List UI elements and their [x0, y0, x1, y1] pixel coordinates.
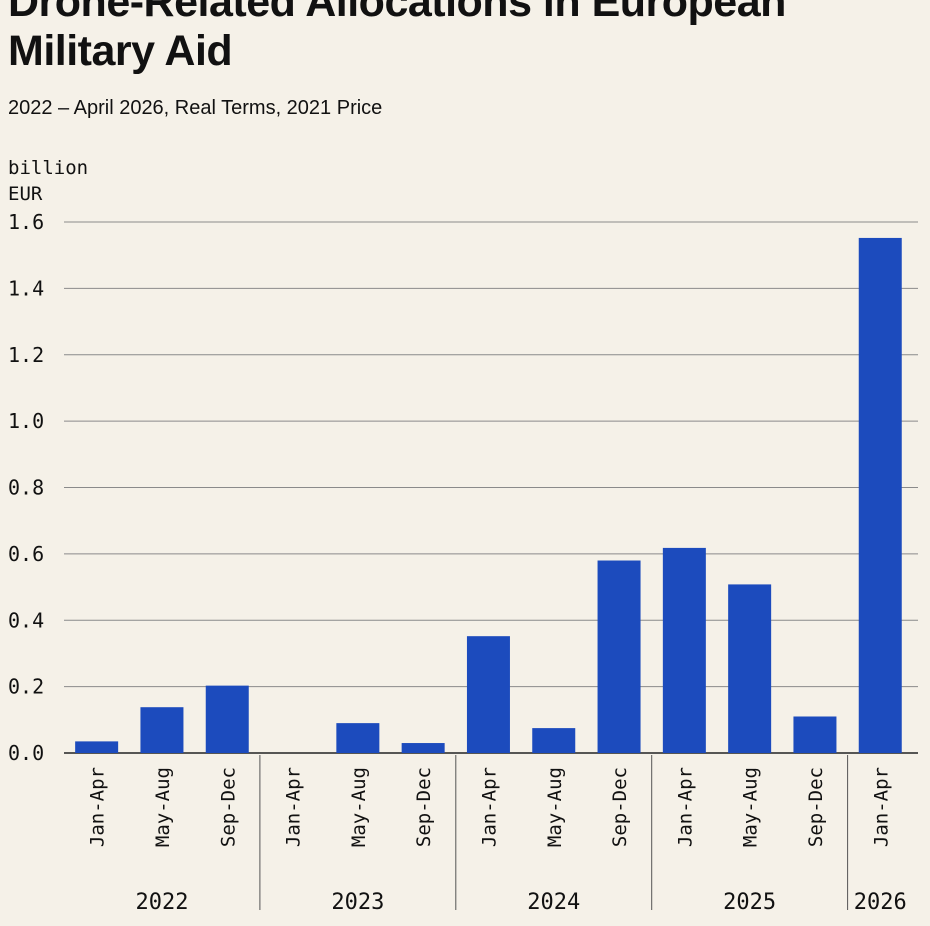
x-axis-ticks: Jan-Apr May-Aug Sep-Dec Jan-Apr May-Aug Sep-D… [87, 767, 893, 847]
bars [75, 237, 902, 753]
bar-2022-sep-dec [205, 685, 249, 753]
x-tick-label: May-Aug [544, 767, 566, 847]
y-axis-title-line: billion [8, 157, 88, 179]
bar-2023-sep-dec [401, 743, 445, 753]
x-tick-label: Sep-Dec [217, 767, 239, 847]
chart-title: Drone-Related Allocations in European Mi… [8, 0, 786, 76]
bar-2025-may-aug [728, 584, 772, 753]
y-tick-label: 0.4 [8, 608, 44, 632]
x-tick-label: May-Aug [740, 767, 762, 847]
chart-subtitle: 2022 – April 2026, Real Terms, 2021 Pric… [8, 97, 383, 119]
year-label-2022: 2022 [135, 890, 188, 915]
x-tick-label: Jan-Apr [674, 767, 696, 847]
x-tick-label: Sep-Dec [609, 767, 631, 847]
year-label-2024: 2024 [527, 890, 580, 915]
y-tick-label: 1.6 [8, 210, 44, 234]
x-tick-label: Sep-Dec [413, 767, 435, 847]
x-tick-label: May-Aug [348, 767, 370, 847]
bar-2024-may-aug [532, 728, 576, 753]
bar-2026-jan-apr [858, 237, 902, 753]
y-axis-title-line: EUR [8, 183, 43, 205]
y-tick-label: 0.6 [8, 542, 44, 566]
y-tick-label: 1.4 [8, 276, 44, 300]
year-label-2026: 2026 [854, 890, 907, 915]
x-tick-label: Jan-Apr [283, 767, 305, 847]
x-tick-label: Jan-Apr [87, 767, 109, 847]
x-tick-label: Jan-Apr [478, 767, 500, 847]
y-axis-title: billion EUR [8, 157, 88, 205]
y-axis-ticks: 0.0 0.2 0.4 0.6 0.8 1.0 1.2 1.4 1.6 [8, 210, 44, 765]
bar-2025-sep-dec [793, 716, 837, 753]
y-tick-label: 0.2 [8, 675, 44, 699]
y-tick-label: 1.0 [8, 409, 44, 433]
year-label-2023: 2023 [331, 890, 384, 915]
y-tick-label: 0.0 [8, 741, 44, 765]
bar-2025-jan-apr [662, 547, 706, 753]
year-groups: 2022 2023 2024 2025 2026 [135, 755, 907, 915]
y-tick-label: 1.2 [8, 343, 44, 367]
bar-2022-may-aug [140, 707, 184, 753]
bar-2024-jan-apr [466, 636, 510, 753]
bar-2024-sep-dec [597, 560, 641, 753]
bar-2023-may-aug [336, 723, 380, 753]
year-label-2025: 2025 [723, 890, 776, 915]
y-tick-label: 0.8 [8, 476, 44, 500]
x-tick-label: Jan-Apr [870, 767, 892, 847]
bar-2022-jan-apr [75, 741, 119, 753]
x-tick-label: May-Aug [152, 767, 174, 847]
gridlines [64, 221, 918, 754]
x-tick-label: Sep-Dec [805, 767, 827, 847]
